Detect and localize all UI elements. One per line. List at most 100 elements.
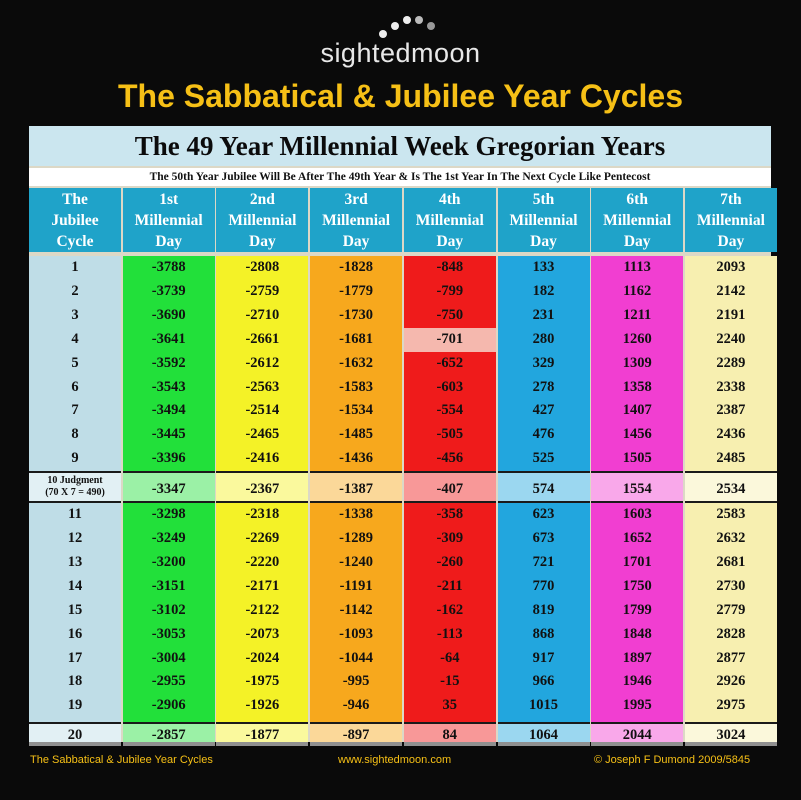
table-cell: -113 bbox=[436, 625, 463, 642]
judgment-cell: 1554 bbox=[591, 471, 684, 504]
table-cell: 476 bbox=[532, 426, 555, 443]
cycle-table: The 49 Year Millennial Week Gregorian Ye… bbox=[29, 126, 777, 747]
table-cell: 1456 bbox=[622, 426, 652, 443]
table-cell: -799 bbox=[436, 282, 464, 299]
table-cell: 19 bbox=[67, 697, 83, 714]
table-cell: -848 bbox=[436, 259, 464, 275]
table-cell: -995 bbox=[342, 673, 370, 690]
table-cell: -897 bbox=[310, 722, 403, 747]
table-cell: 2485 bbox=[716, 450, 746, 467]
column-header-line: Day bbox=[530, 233, 557, 250]
table-cell: -2661 bbox=[245, 330, 280, 347]
column-header-line: Millennial bbox=[322, 212, 391, 229]
table-cell: 2093 bbox=[716, 259, 746, 275]
table-cell: -2857 bbox=[122, 722, 215, 747]
table-cell: 1799 bbox=[622, 601, 652, 618]
table-cell: 35 bbox=[442, 697, 458, 714]
table-cell: -505 bbox=[436, 426, 464, 443]
column-5: 4th Millennial Day -848 -799 -750 -701 -652 -603… bbox=[403, 188, 496, 747]
table-cell: 2730 bbox=[716, 577, 746, 594]
table-cell: -1779 bbox=[339, 282, 374, 299]
table-cell: -1240 bbox=[339, 553, 374, 570]
table-cell: 1897 bbox=[622, 649, 652, 666]
column-header-line: 6th bbox=[626, 191, 648, 208]
table-cell: -3004 bbox=[151, 649, 186, 666]
table-cell: 18 bbox=[67, 673, 83, 690]
table-cell: 623 bbox=[532, 506, 555, 523]
column-header-line: Day bbox=[436, 233, 464, 250]
table-cell: 1358 bbox=[622, 378, 652, 395]
column-header-line: Day bbox=[155, 233, 183, 250]
table-cell: 770 bbox=[532, 577, 555, 594]
table-cell: 5 bbox=[71, 354, 79, 371]
table-cell: -3592 bbox=[151, 354, 186, 371]
column-8: 7th Millennial Day 2093 2142 2191 2240 2289 2338… bbox=[684, 188, 777, 747]
table-cell: -3151 bbox=[151, 577, 186, 594]
column-header-line: 1st bbox=[159, 191, 179, 208]
table-cell: 4 bbox=[71, 330, 79, 347]
table-cell: 1211 bbox=[623, 306, 652, 323]
table-cell: 9 bbox=[71, 450, 79, 467]
footer-copyright: © Joseph F Dumond 2009/5845 bbox=[594, 754, 751, 766]
column-2: 1st Millennial Day -3788 -3739 -3690 -3641 -359… bbox=[122, 188, 215, 747]
table-cell: -2122 bbox=[245, 601, 280, 618]
table-cell: -3494 bbox=[151, 402, 186, 419]
column-header-line: Day bbox=[342, 233, 370, 250]
footer-website[interactable]: www.sightedmoon.com bbox=[338, 754, 452, 766]
column-1: The Jubilee Cycle 1 2 3 4 5 6 7 8 9 10 Judgment (70 X… bbox=[29, 188, 121, 747]
table-cell: 1015 bbox=[529, 697, 558, 714]
table-cell: 1750 bbox=[622, 577, 652, 594]
table-cell: -162 bbox=[436, 601, 464, 618]
judgment-cell: 574 bbox=[497, 471, 590, 504]
table-cell: 1603 bbox=[622, 506, 652, 523]
column-header: 2nd Millennial Day bbox=[216, 188, 309, 252]
column-header-line: Millennial bbox=[603, 212, 672, 229]
table-cell: -1583 bbox=[339, 378, 374, 395]
table-cell: 1113 bbox=[623, 259, 651, 275]
judgment-cell: 10 Judgment (70 X 7 = 490) bbox=[29, 471, 121, 504]
column-header-line: 5th bbox=[532, 191, 555, 208]
column-header-line: 7th bbox=[720, 191, 742, 208]
column-header-line: Day bbox=[623, 233, 651, 250]
table-cell: 819 bbox=[532, 601, 555, 618]
table-cell: -1436 bbox=[339, 450, 374, 467]
table-cell: -2269 bbox=[245, 530, 280, 546]
column-3: 2nd Millennial Day -2808 -2759 -2710 -2661 -261… bbox=[216, 188, 309, 747]
table-cell: -3445 bbox=[151, 426, 186, 443]
table-cell: 84 bbox=[403, 722, 496, 747]
table-cell: -2955 bbox=[151, 673, 186, 690]
table-cell: -64 bbox=[440, 649, 460, 666]
table-cell: 1309 bbox=[622, 354, 652, 371]
column-header-line: Millennial bbox=[696, 212, 765, 229]
table-cell: -3200 bbox=[151, 553, 186, 570]
table-cell: 1407 bbox=[622, 402, 652, 419]
column-header: 3rd Millennial Day bbox=[310, 188, 403, 252]
table-cell: 2191 bbox=[716, 306, 746, 323]
judgment-cell: -2367 bbox=[216, 471, 309, 504]
table-cell: -15 bbox=[440, 673, 460, 690]
table-cell: 2779 bbox=[716, 601, 746, 618]
table-cell: 2828 bbox=[716, 625, 746, 642]
table-cell: 1995 bbox=[622, 697, 652, 714]
table-cell: -3396 bbox=[151, 450, 186, 467]
table-cell: -211 bbox=[436, 577, 463, 594]
table-cell: -652 bbox=[436, 354, 464, 371]
table-cell: -2906 bbox=[151, 697, 186, 714]
table-cell: 14 bbox=[67, 577, 83, 594]
page-title: The Sabbatical & Jubilee Year Cycles bbox=[117, 78, 683, 114]
table-cell: -1877 bbox=[216, 722, 309, 747]
table-cell: -1289 bbox=[339, 530, 374, 546]
column-header-line: Day bbox=[249, 233, 276, 250]
table-cell: -750 bbox=[436, 306, 464, 323]
table-cell: 427 bbox=[532, 402, 555, 419]
column-header-line: Cycle bbox=[56, 233, 94, 250]
table-cell: 1701 bbox=[622, 553, 652, 570]
table-cell: -2024 bbox=[245, 649, 280, 666]
table-cell: 721 bbox=[532, 553, 555, 570]
judgment-cell: -3347 bbox=[122, 471, 215, 504]
column-6: 5th Millennial Day 133 182 231 280 329 278 427 476… bbox=[497, 188, 590, 747]
column-7: 6th Millennial Day 1113 1162 1211 1260 1309 1358… bbox=[591, 188, 684, 747]
table-cell: -358 bbox=[436, 506, 464, 523]
table-cell: 2338 bbox=[716, 378, 746, 395]
table-cell: 2877 bbox=[716, 649, 746, 666]
